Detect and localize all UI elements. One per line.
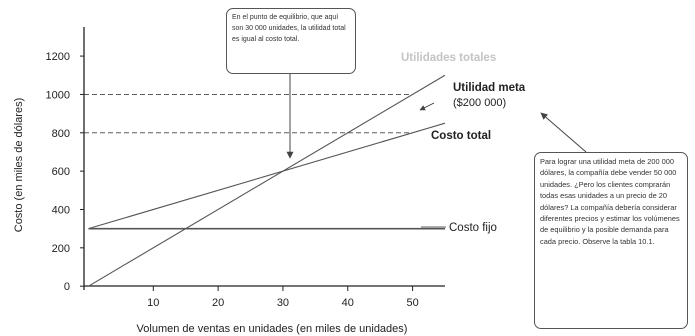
label-target-profit-value: ($200 000) [453,97,506,109]
series-line-2 [88,122,446,230]
y-tick-label: 1000 [46,89,70,101]
y-tick-label: 600 [52,166,70,178]
label-target-profit: Utilidad meta [453,82,526,94]
label-fixed-cost: Costo fijo [449,222,497,234]
y-tick-label: 400 [52,204,70,216]
y-tick-label: 0 [64,281,70,293]
y-tick-label: 200 [52,243,70,255]
label-total-cost: Costo total [431,130,491,142]
target-profit-leader [419,102,435,111]
break-even-annotation: En el punto de equilibrio, que aquí son … [226,8,356,74]
target-profit-arrow [540,112,587,153]
x-axis-title: Volumen de ventas en unidades (en miles … [137,323,408,335]
x-tick-label: 20 [212,297,224,309]
x-tick-label: 10 [147,297,159,309]
label-total-revenue: Utilidades totales [401,52,496,64]
target-profit-annotation: Para lograr una utilidad meta de 200 000… [534,152,688,329]
x-tick-label: 50 [406,297,418,309]
y-tick-label: 1200 [46,51,70,63]
series-line-1 [88,74,446,287]
x-tick-label: 40 [342,297,354,309]
y-tick-label: 800 [52,128,70,140]
x-tick-label: 30 [277,297,289,309]
y-axis-title: Costo (en miles de dólares) [13,98,25,233]
